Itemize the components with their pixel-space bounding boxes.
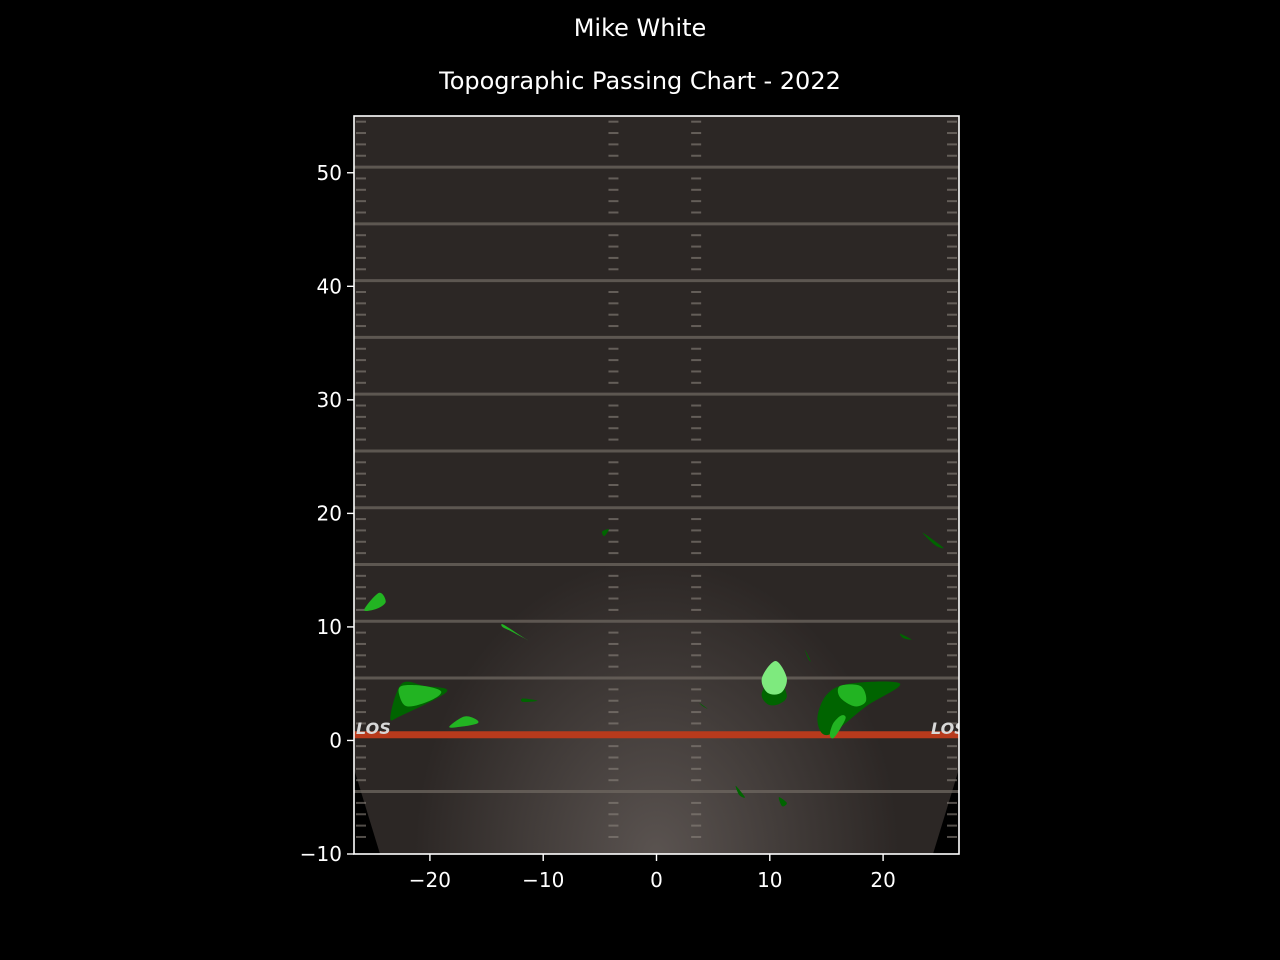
density-region-level-2 xyxy=(364,592,386,612)
density-region-level-1 xyxy=(735,785,745,798)
x-tick-label: 20 xyxy=(870,868,895,892)
los-label-right: LOS xyxy=(931,719,966,738)
density-regions xyxy=(364,529,944,807)
y-tick-label: 0 xyxy=(329,728,342,752)
y-tick-label: 40 xyxy=(317,274,342,298)
los-label-left: LOS xyxy=(356,719,391,738)
field-corner-left xyxy=(354,768,380,854)
y-tick-label: 50 xyxy=(317,161,342,185)
x-tick-label: −20 xyxy=(409,868,451,892)
y-tick-label: −10 xyxy=(300,842,342,866)
density-region-level-2 xyxy=(398,685,442,707)
density-region-level-1 xyxy=(521,698,538,702)
football-field: LOS LOS xyxy=(354,116,966,854)
density-region-level-1 xyxy=(922,532,944,549)
density-region-level-2 xyxy=(829,715,846,739)
density-region-level-2 xyxy=(449,716,479,728)
density-region-level-1 xyxy=(804,649,811,662)
density-region-level-2 xyxy=(501,624,530,641)
field-corner-right xyxy=(933,768,959,854)
density-region-level-1 xyxy=(899,633,912,640)
density-region-level-1 xyxy=(601,529,609,537)
x-tick-label: 0 xyxy=(650,868,663,892)
y-tick-label: 20 xyxy=(317,501,342,525)
density-region-level-3 xyxy=(761,661,787,695)
y-tick-label: 10 xyxy=(317,615,342,639)
y-tick-label: 30 xyxy=(317,388,342,412)
density-region-level-1 xyxy=(778,797,787,807)
axes: −20 −10 0 10 20 −10 0 10 20 30 40 50 xyxy=(300,161,896,892)
density-region-level-1 xyxy=(699,702,708,709)
field-surface xyxy=(354,116,959,854)
density-region-level-2 xyxy=(837,684,867,707)
chart-title: Mike White xyxy=(573,14,707,42)
chart-subtitle: Topographic Passing Chart - 2022 xyxy=(439,67,841,95)
x-tick-label: −10 xyxy=(522,868,564,892)
x-tick-label: 10 xyxy=(757,868,782,892)
